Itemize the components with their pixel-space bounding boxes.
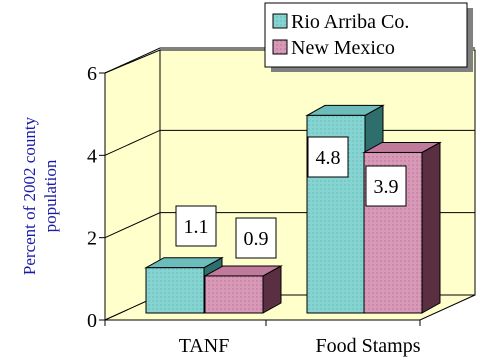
- y-tick-label: 2: [87, 228, 97, 250]
- data-label: 0.9: [235, 217, 277, 259]
- data-label: 3.9: [365, 165, 407, 207]
- y-axis-label-line: population: [41, 159, 60, 232]
- bar-front: [204, 275, 264, 314]
- y-tick-label: 4: [87, 145, 97, 167]
- x-axis-labels: TANF Food Stamps: [104, 320, 421, 357]
- legend-label: New Mexico: [291, 37, 395, 59]
- data-label-box: [235, 217, 277, 259]
- data-labels: 1.1 0.9 4.8 3.9: [175, 136, 407, 259]
- y-tick-label: 0: [87, 310, 97, 332]
- legend-swatch: [272, 39, 288, 55]
- data-label-text: 4.8: [316, 147, 341, 169]
- data-label-box: [175, 205, 217, 247]
- data-label-text: 3.9: [374, 176, 399, 198]
- bar-front: [145, 267, 205, 314]
- bar-side: [421, 141, 441, 314]
- data-label-text: 1.1: [184, 216, 209, 238]
- legend-swatch: [272, 13, 288, 29]
- y-tick-label: 6: [87, 63, 97, 85]
- data-label-box: [365, 165, 407, 207]
- legend: Rio Arriba Co. New Mexico: [264, 2, 473, 72]
- legend-box: [264, 2, 468, 68]
- y-axis-label: Percent of 2002 county population: [20, 116, 60, 275]
- data-label-box: [307, 136, 349, 178]
- data-label: 4.8: [307, 136, 349, 178]
- x-tick-label: TANF: [179, 335, 230, 357]
- data-label-text: 0.9: [244, 228, 269, 250]
- y-axis: 0 2 4 6: [87, 63, 106, 332]
- bar-new-mexico-tanf: [203, 265, 283, 314]
- y-axis-label-line: Percent of 2002 county: [20, 116, 39, 275]
- data-label: 1.1: [175, 205, 217, 247]
- x-tick-label: Food Stamps: [315, 335, 420, 357]
- legend-label: Rio Arriba Co.: [291, 11, 409, 33]
